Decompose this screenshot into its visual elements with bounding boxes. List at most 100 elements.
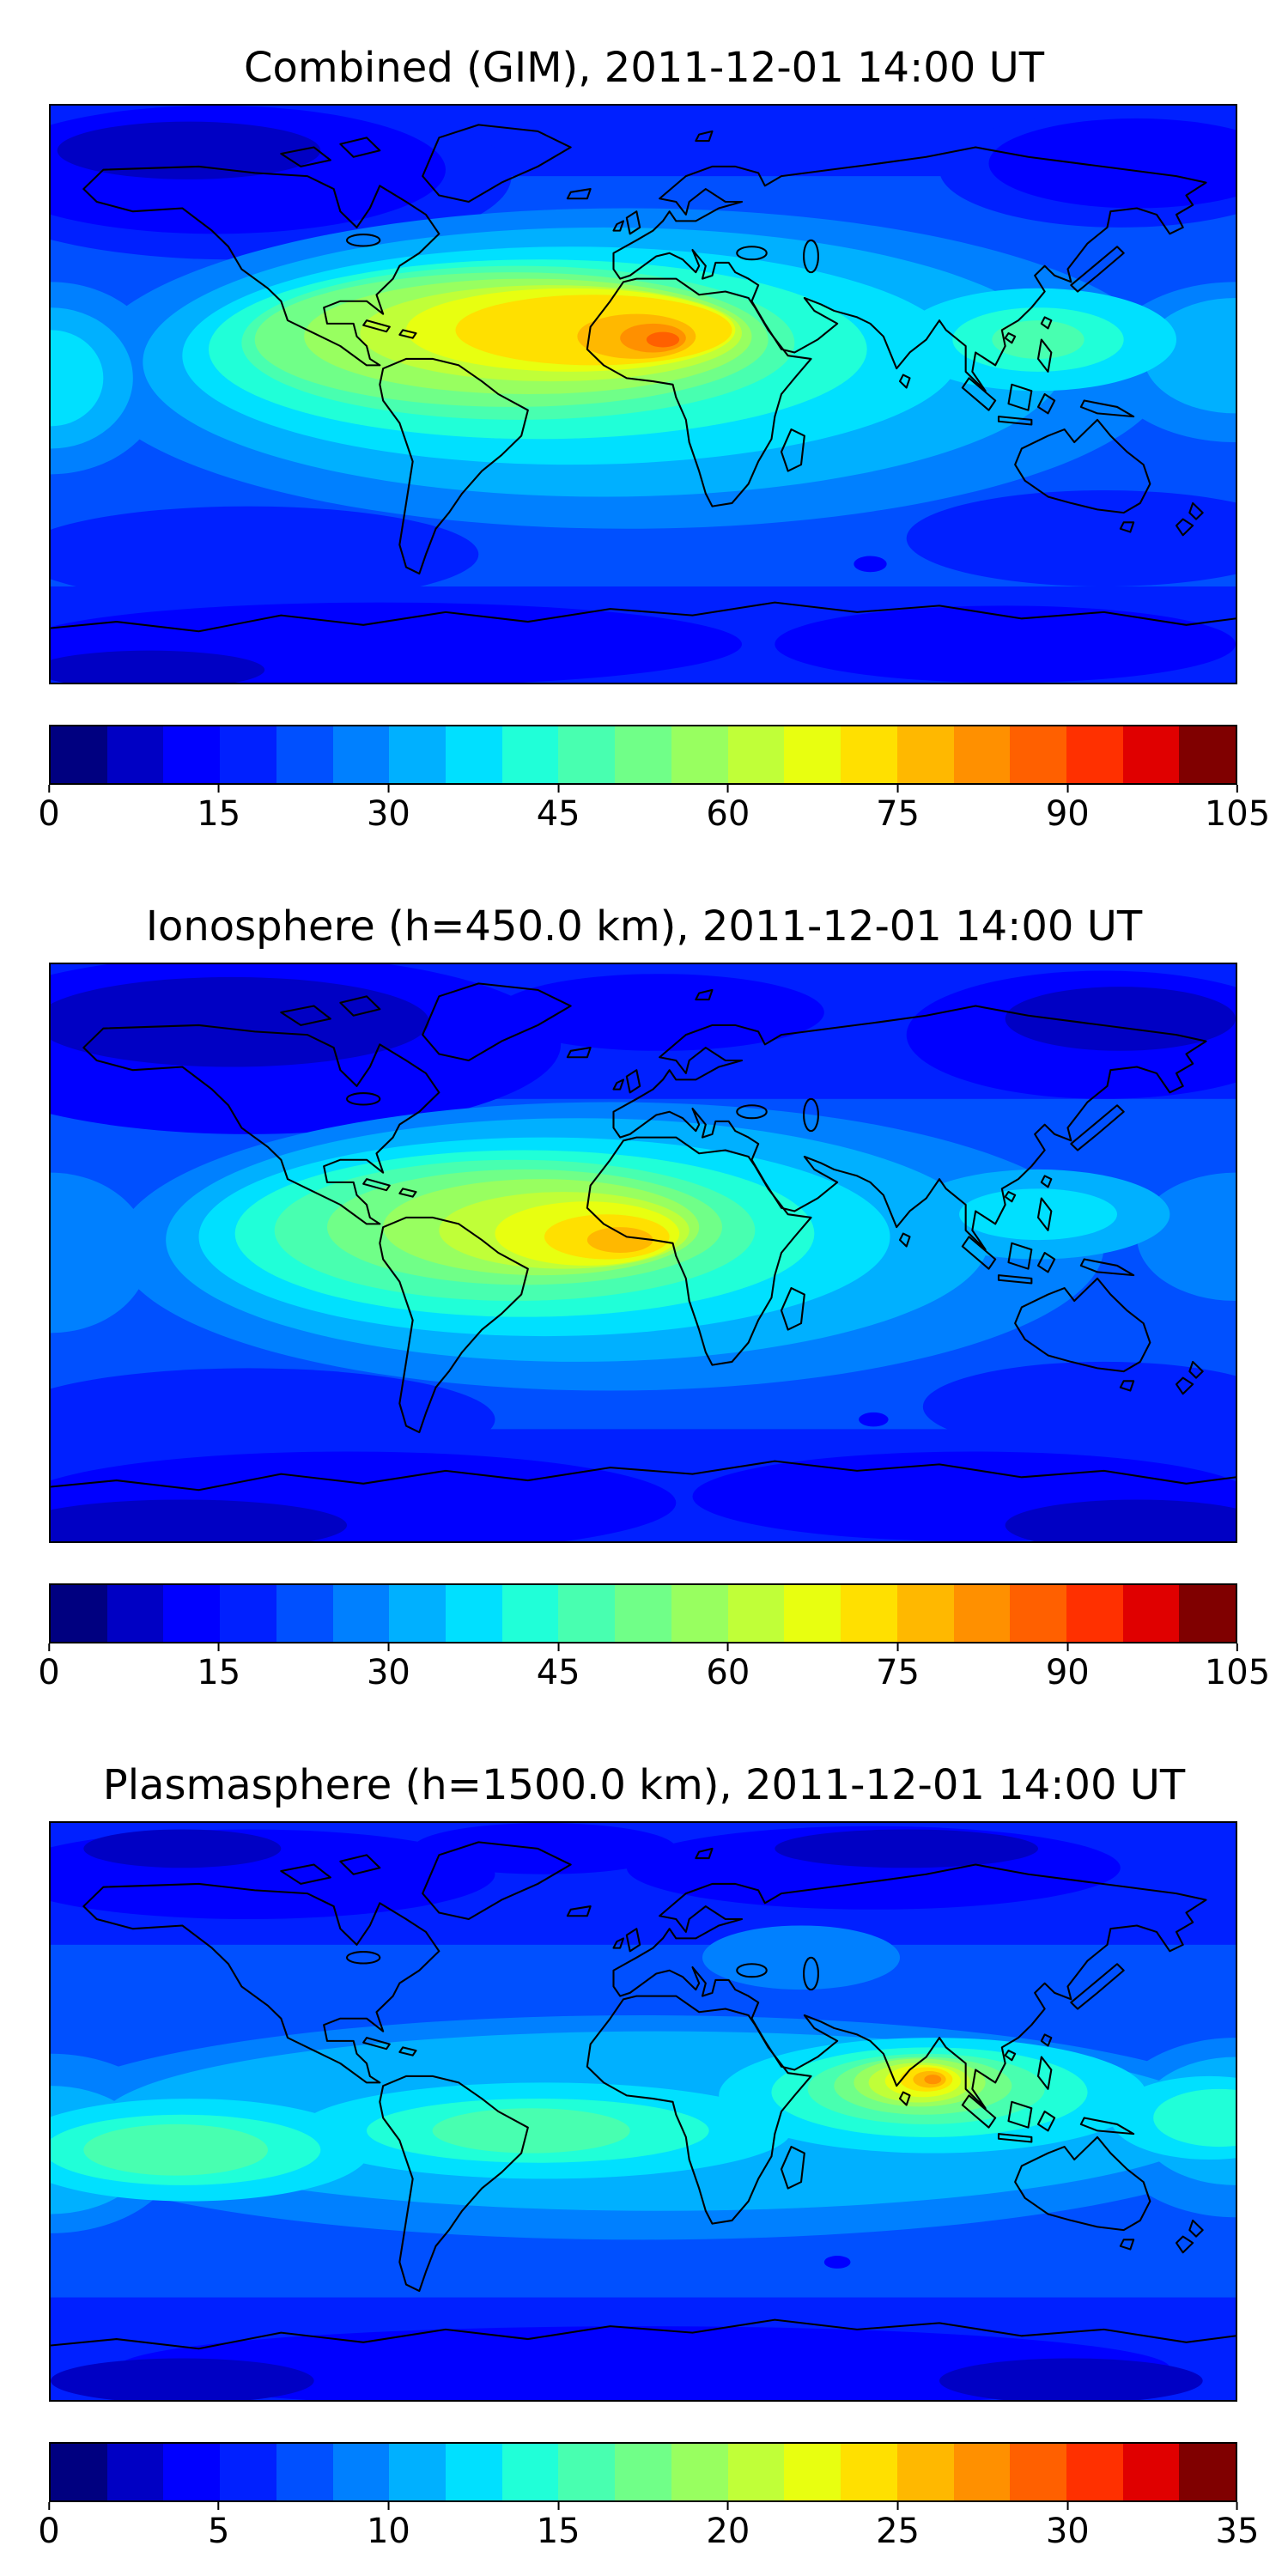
map-plasmasphere <box>49 1821 1237 2402</box>
colorbar-segment <box>501 1585 559 1642</box>
colorbar-segment <box>953 2444 1011 2500</box>
panel-title-ionosphere: Ionosphere (h=450.0 km), 2011-12-01 14:0… <box>145 902 1143 951</box>
colorbar-tick-label: 75 <box>876 794 920 834</box>
tec-field-plasmasphere <box>51 1823 1236 2400</box>
colorbar-ticks-plasmasphere: 0 5 10 15 20 25 30 35 <box>38 2502 1259 2562</box>
colorbar-segment <box>1010 726 1066 783</box>
colorbar-segment <box>220 726 276 783</box>
colorbar-plasmasphere <box>49 2442 1237 2502</box>
colorbar-segment <box>953 726 1011 783</box>
colorbar-segment <box>501 726 559 783</box>
colorbar-segment <box>841 1585 897 1642</box>
colorbar-segment <box>896 2444 954 2500</box>
colorbar-tick-mark <box>47 2502 50 2510</box>
map-ionosphere <box>49 963 1237 1543</box>
colorbar-tick-mark <box>1236 785 1238 793</box>
colorbar-segment <box>558 2444 616 2500</box>
tec-field-ionosphere <box>51 964 1236 1541</box>
colorbar-segment <box>1122 726 1180 783</box>
colorbar-tick-mark <box>896 2502 899 2510</box>
colorbar-segment <box>446 2444 502 2500</box>
colorbar-segment <box>501 2444 559 2500</box>
colorbar-segment <box>671 1585 728 1642</box>
colorbar-tick-label: 0 <box>38 794 60 834</box>
colorbar-tick-mark <box>896 1643 899 1651</box>
colorbar-segment <box>727 1585 785 1642</box>
colorbar-tick-label: 90 <box>1045 794 1090 834</box>
tec-field-combined <box>51 106 1236 683</box>
colorbar-tick-mark <box>557 1643 560 1651</box>
colorbar-tick-label: 15 <box>536 2512 580 2551</box>
colorbar-segment <box>1066 2444 1123 2500</box>
colorbar-segment <box>1179 726 1236 783</box>
colorbar-segment <box>1010 1585 1066 1642</box>
colorbar-segment <box>389 726 447 783</box>
colorbar-segment <box>163 2444 221 2500</box>
colorbar-segment <box>276 726 333 783</box>
colorbar-tick-mark <box>387 1643 390 1651</box>
colorbar-segment <box>1179 1585 1236 1642</box>
colorbar-tick-mark <box>387 785 390 793</box>
panel-ionosphere: Ionosphere (h=450.0 km), 2011-12-01 14:0… <box>0 859 1288 1717</box>
colorbar-segment <box>615 2444 671 2500</box>
colorbar-segment <box>558 726 616 783</box>
colorbar-segment <box>784 726 841 783</box>
colorbar-tick-label: 30 <box>366 794 410 834</box>
colorbar-segment <box>1010 2444 1066 2500</box>
colorbar-tick-mark <box>1066 1643 1069 1651</box>
colorbar-segment <box>220 1585 276 1642</box>
panel-title-combined: Combined (GIM), 2011-12-01 14:00 UT <box>243 44 1045 92</box>
colorbar-tick-label: 15 <box>197 1653 241 1692</box>
colorbar-segment <box>784 1585 841 1642</box>
panel-plasmasphere: Plasmasphere (h=1500.0 km), 2011-12-01 1… <box>0 1717 1288 2576</box>
colorbar-segment <box>1122 2444 1180 2500</box>
colorbar-segment <box>841 2444 897 2500</box>
colorbar-tick-mark <box>1236 1643 1238 1651</box>
colorbar-segment <box>615 726 671 783</box>
colorbar-tick-mark <box>726 785 729 793</box>
colorbar-segment <box>896 726 954 783</box>
colorbar-segment <box>446 726 502 783</box>
colorbar-segment <box>389 2444 447 2500</box>
map-combined-gim <box>49 104 1237 684</box>
colorbar-tick-mark <box>387 2502 390 2510</box>
map-canvas-plasmasphere <box>51 1823 1236 2400</box>
colorbar-tick-mark <box>217 1643 220 1651</box>
colorbar-ionosphere <box>49 1583 1237 1643</box>
colorbar-segment <box>784 2444 841 2500</box>
colorbar-segment <box>220 2444 276 2500</box>
colorbar-segment <box>727 726 785 783</box>
colorbar-tick-mark <box>217 2502 220 2510</box>
colorbar-tick-label: 30 <box>1045 2512 1090 2551</box>
colorbar-tick-mark <box>1236 2502 1238 2510</box>
colorbar-tick-mark <box>47 785 50 793</box>
colorbar-segment <box>332 2444 390 2500</box>
colorbar-segment <box>446 1585 502 1642</box>
colorbar-tick-label: 0 <box>38 2512 60 2551</box>
colorbar-segment <box>1179 2444 1236 2500</box>
colorbar-segment <box>558 1585 616 1642</box>
colorbar-segment <box>1122 1585 1180 1642</box>
map-canvas-combined <box>51 106 1236 683</box>
map-canvas-ionosphere <box>51 964 1236 1541</box>
colorbar-tick-label: 15 <box>197 794 241 834</box>
colorbar-combined <box>49 725 1237 785</box>
colorbar-tick-mark <box>557 2502 560 2510</box>
colorbar-tick-label: 105 <box>1204 1653 1271 1692</box>
colorbar-segment <box>953 1585 1011 1642</box>
colorbar-tick-label: 105 <box>1204 794 1271 834</box>
colorbar-segment <box>51 2444 107 2500</box>
colorbar-tick-mark <box>726 2502 729 2510</box>
panel-combined-gim: Combined (GIM), 2011-12-01 14:00 UT <box>0 0 1288 859</box>
colorbar-segment <box>163 726 221 783</box>
colorbar-tick-mark <box>47 1643 50 1651</box>
colorbar-segment <box>671 2444 728 2500</box>
colorbar-tick-label: 45 <box>536 794 580 834</box>
colorbar-tick-label: 30 <box>366 1653 410 1692</box>
colorbar-tick-label: 35 <box>1215 2512 1260 2551</box>
colorbar-segment <box>389 1585 447 1642</box>
colorbar-segment <box>332 1585 390 1642</box>
colorbar-segment <box>671 726 728 783</box>
colorbar-tick-label: 60 <box>706 794 750 834</box>
